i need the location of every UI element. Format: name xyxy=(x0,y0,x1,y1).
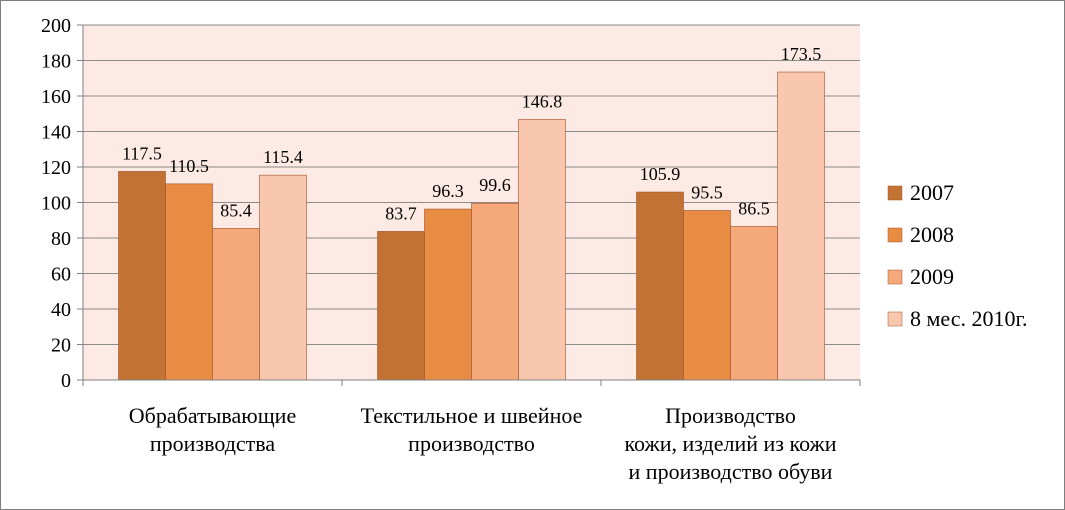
data-label: 86.5 xyxy=(738,198,770,218)
data-label: 117.5 xyxy=(122,143,162,163)
bar xyxy=(518,119,566,381)
y-tick-label: 20 xyxy=(51,335,71,357)
category-labels: Обрабатывающие производства Текстильное и … xyxy=(129,403,837,484)
legend-label: 2007 xyxy=(910,180,954,205)
y-tick-label: 120 xyxy=(41,157,71,179)
data-label: 85.4 xyxy=(220,200,252,220)
category-label: кожи, изделий из кожи xyxy=(624,431,836,456)
data-label: 96.3 xyxy=(432,181,464,201)
bar xyxy=(471,202,519,381)
y-tick-label: 40 xyxy=(51,299,71,321)
legend: 2007 2008 2009 8 мес. 2010г. xyxy=(887,180,1028,331)
y-tick-label: 80 xyxy=(51,228,71,250)
data-label: 146.8 xyxy=(522,91,563,111)
bar xyxy=(683,210,731,381)
bar xyxy=(259,174,307,381)
bar xyxy=(636,191,684,381)
legend-swatch xyxy=(887,311,903,327)
bar xyxy=(165,183,213,381)
bar xyxy=(730,226,778,381)
data-label: 95.5 xyxy=(691,182,723,202)
legend-swatch xyxy=(887,269,903,285)
data-labels: 117.5 83.7 105.9 110.5 96.3 95.5 85.4 99.6 86.5 1… xyxy=(122,44,821,223)
data-label: 83.7 xyxy=(385,203,417,223)
legend-swatch xyxy=(887,227,903,243)
data-label: 173.5 xyxy=(781,44,822,64)
legend-label: 8 мес. 2010г. xyxy=(910,306,1028,331)
category-label: Производство xyxy=(665,403,796,428)
bar xyxy=(118,171,166,381)
y-tick-label: 60 xyxy=(51,264,71,286)
bar xyxy=(212,228,260,381)
bar xyxy=(777,71,825,381)
y-tick-label: 200 xyxy=(41,15,71,37)
y-tick-label: 100 xyxy=(41,193,71,215)
data-label: 99.6 xyxy=(479,175,511,195)
legend-label: 2009 xyxy=(910,264,954,289)
legend-label: 2008 xyxy=(910,222,954,247)
category-label: Текстильное и швейное xyxy=(361,403,583,428)
data-label: 105.9 xyxy=(640,164,681,184)
data-label: 115.4 xyxy=(263,147,303,167)
bar xyxy=(377,231,425,381)
category-label: производства xyxy=(150,431,276,456)
bar xyxy=(424,208,472,381)
y-tick-label: 140 xyxy=(41,122,71,144)
y-axis-ticks: 0 20 40 60 80 100 120 140 160 180 200 xyxy=(41,15,83,392)
y-tick-label: 160 xyxy=(41,86,71,108)
category-label: производство xyxy=(408,431,535,456)
data-label: 110.5 xyxy=(169,156,209,176)
y-tick-label: 0 xyxy=(61,370,71,392)
category-label: Обрабатывающие xyxy=(129,403,296,428)
legend-swatch xyxy=(887,185,903,201)
category-label: и производство обуви xyxy=(629,459,833,484)
bars xyxy=(118,71,825,381)
y-tick-label: 180 xyxy=(41,51,71,73)
